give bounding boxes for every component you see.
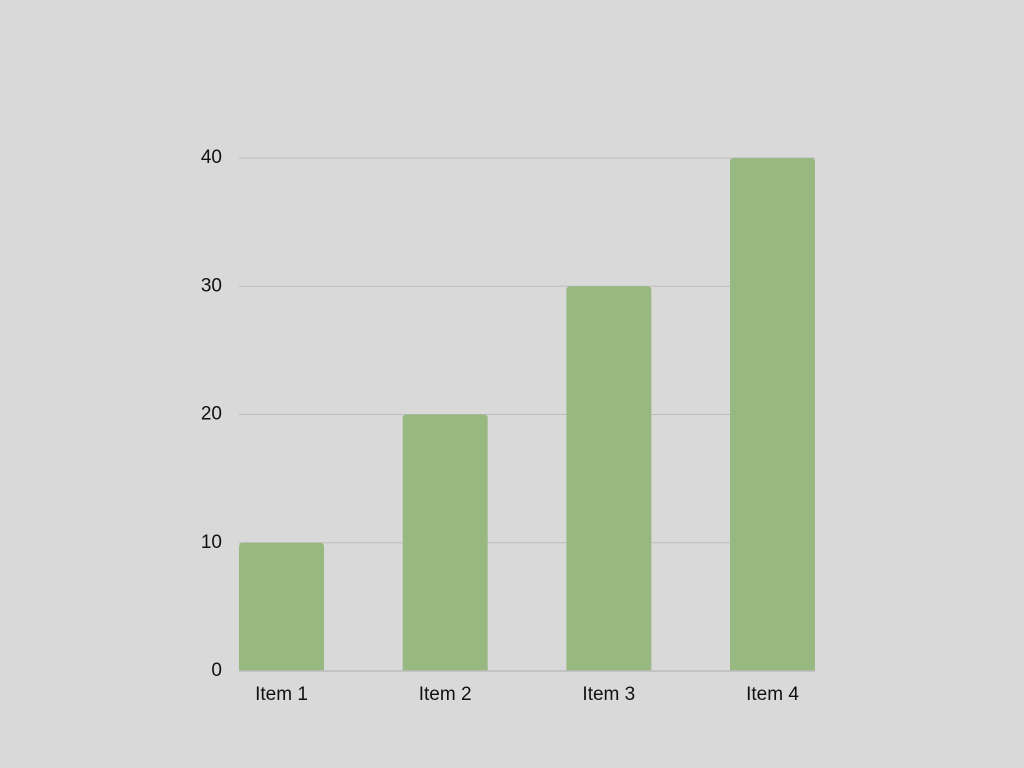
bars bbox=[239, 158, 815, 671]
bar-item-4 bbox=[730, 158, 815, 671]
bar-item-1 bbox=[239, 542, 324, 671]
gridlines bbox=[239, 157, 815, 544]
y-tick-label: 40 bbox=[201, 147, 222, 168]
axis-labels: 0 10 20 30 40 Item 1 Item 2 Item 3 Item 4 bbox=[201, 147, 799, 705]
bar-item-2 bbox=[402, 414, 488, 671]
x-category-label: Item 1 bbox=[255, 684, 308, 705]
y-tick-label: 10 bbox=[201, 532, 222, 553]
x-category-label: Item 3 bbox=[582, 684, 635, 705]
bar-item-3 bbox=[566, 286, 652, 671]
x-category-label: Item 2 bbox=[419, 684, 472, 705]
x-category-label: Item 4 bbox=[746, 684, 799, 705]
y-tick-label: 0 bbox=[211, 660, 222, 681]
y-tick-label: 30 bbox=[201, 275, 222, 296]
y-tick-label: 20 bbox=[201, 404, 222, 425]
